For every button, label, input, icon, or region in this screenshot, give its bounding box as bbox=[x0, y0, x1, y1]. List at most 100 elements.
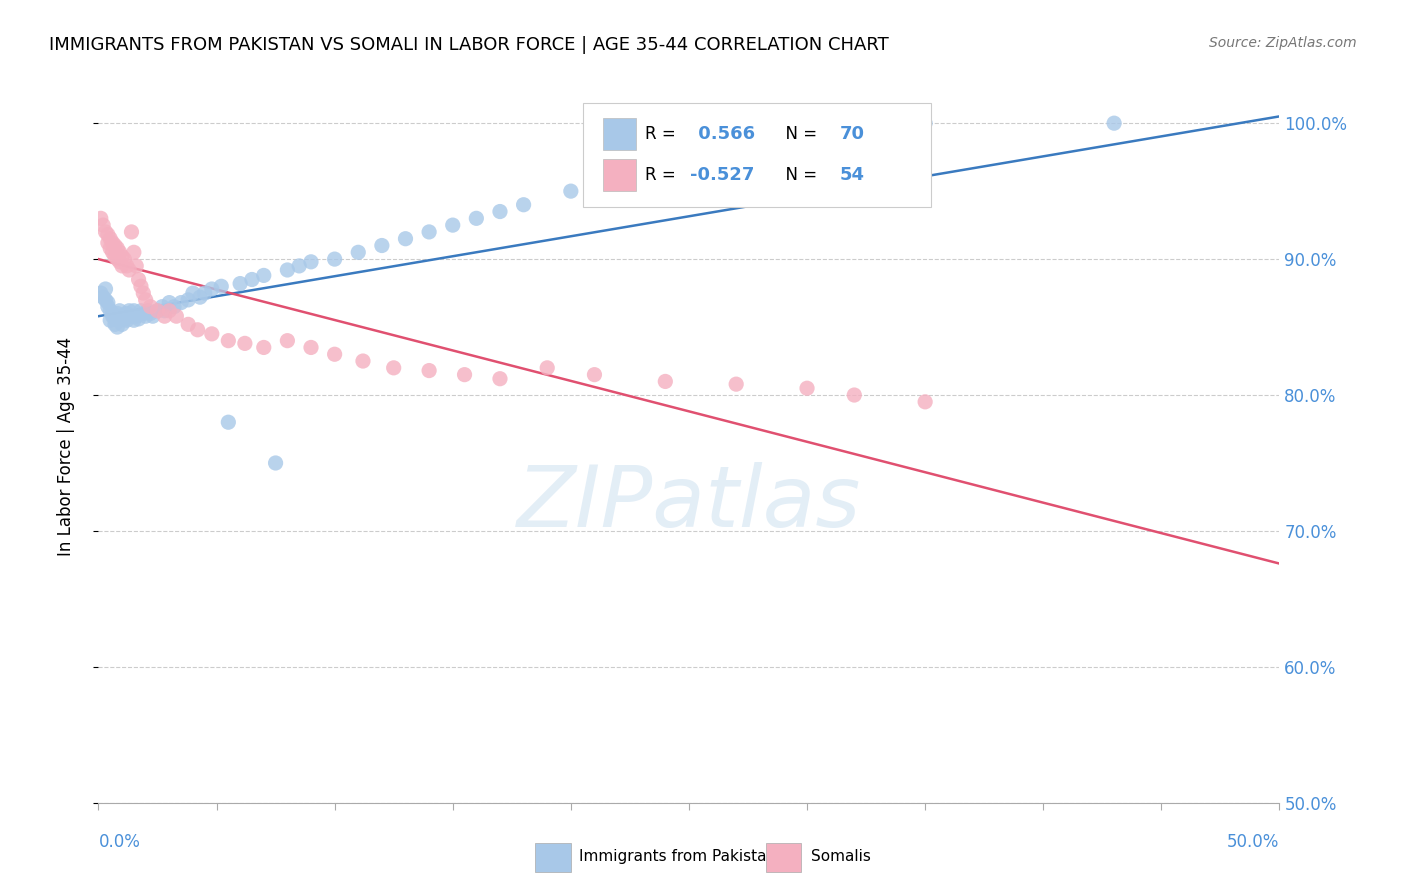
Point bbox=[678, 157, 700, 171]
Point bbox=[583, 170, 606, 185]
Point bbox=[748, 144, 770, 158]
Point bbox=[98, 313, 121, 327]
Point bbox=[201, 282, 224, 296]
Point bbox=[264, 456, 287, 470]
Point bbox=[111, 249, 134, 263]
Text: ZIPatlas: ZIPatlas bbox=[517, 461, 860, 545]
Point bbox=[796, 136, 818, 151]
Point bbox=[101, 306, 124, 320]
Point bbox=[914, 116, 936, 130]
Point bbox=[129, 279, 152, 293]
Point bbox=[1102, 116, 1125, 130]
Text: 0.0%: 0.0% bbox=[98, 833, 141, 851]
Point bbox=[94, 225, 117, 239]
Point bbox=[796, 381, 818, 395]
Point bbox=[98, 303, 121, 318]
Point bbox=[382, 360, 405, 375]
Text: 54: 54 bbox=[841, 166, 865, 184]
Point bbox=[583, 368, 606, 382]
FancyBboxPatch shape bbox=[582, 103, 931, 207]
Point bbox=[142, 309, 165, 323]
Bar bbox=[536, 844, 571, 872]
Point bbox=[125, 259, 148, 273]
Point bbox=[233, 336, 256, 351]
Point bbox=[129, 303, 152, 318]
Point bbox=[146, 303, 169, 318]
Point bbox=[115, 259, 138, 273]
Point bbox=[101, 245, 124, 260]
Point bbox=[165, 309, 187, 323]
Point bbox=[105, 252, 128, 266]
Text: IMMIGRANTS FROM PAKISTAN VS SOMALI IN LABOR FORCE | AGE 35-44 CORRELATION CHART: IMMIGRANTS FROM PAKISTAN VS SOMALI IN LA… bbox=[49, 36, 889, 54]
Bar bbox=[766, 844, 801, 872]
Point bbox=[371, 238, 394, 252]
Point bbox=[170, 295, 193, 310]
Point bbox=[90, 286, 112, 301]
Point bbox=[194, 286, 217, 301]
Point bbox=[121, 225, 143, 239]
Point bbox=[104, 318, 127, 332]
Text: Somalis: Somalis bbox=[811, 849, 870, 863]
Point bbox=[288, 259, 311, 273]
Point bbox=[139, 306, 162, 320]
Point bbox=[1386, 626, 1406, 640]
Text: 0.566: 0.566 bbox=[693, 125, 755, 143]
Point bbox=[118, 303, 141, 318]
Point bbox=[104, 312, 127, 326]
Point bbox=[323, 252, 346, 266]
Point bbox=[105, 306, 128, 320]
Point bbox=[153, 303, 176, 318]
Point bbox=[135, 293, 157, 307]
Point bbox=[91, 290, 114, 304]
Point bbox=[105, 241, 128, 255]
Text: 50.0%: 50.0% bbox=[1227, 833, 1279, 851]
Point bbox=[453, 368, 475, 382]
Point bbox=[108, 303, 131, 318]
Point bbox=[418, 363, 440, 377]
Point bbox=[128, 312, 150, 326]
Text: 70: 70 bbox=[841, 125, 865, 143]
Point bbox=[150, 300, 173, 314]
Point bbox=[654, 375, 676, 389]
Point bbox=[111, 259, 134, 273]
Point bbox=[136, 303, 159, 318]
Point bbox=[512, 198, 534, 212]
Text: -0.527: -0.527 bbox=[690, 166, 755, 184]
Point bbox=[135, 309, 157, 323]
Point bbox=[217, 415, 239, 429]
Point bbox=[177, 293, 200, 307]
Point bbox=[240, 272, 263, 286]
Point bbox=[253, 268, 276, 283]
Point bbox=[101, 309, 124, 323]
Point bbox=[217, 334, 239, 348]
Text: N =: N = bbox=[775, 125, 823, 143]
Point bbox=[122, 303, 145, 318]
Point bbox=[125, 309, 148, 323]
Point bbox=[299, 341, 322, 355]
Point bbox=[299, 255, 322, 269]
Point bbox=[128, 272, 150, 286]
Point bbox=[465, 211, 488, 226]
Point bbox=[157, 303, 180, 318]
Bar bbox=[603, 118, 636, 150]
Point bbox=[153, 309, 176, 323]
Point bbox=[177, 318, 200, 332]
Point bbox=[97, 227, 120, 242]
Point bbox=[253, 341, 276, 355]
Point bbox=[115, 306, 138, 320]
Point bbox=[725, 377, 748, 392]
Point bbox=[209, 279, 232, 293]
Text: R =: R = bbox=[645, 166, 682, 184]
Point bbox=[97, 235, 120, 250]
Point bbox=[98, 232, 121, 246]
Point bbox=[108, 245, 131, 260]
Point bbox=[91, 218, 114, 232]
Point bbox=[323, 347, 346, 361]
Bar bbox=[603, 159, 636, 191]
Point bbox=[560, 184, 582, 198]
Text: N =: N = bbox=[775, 166, 823, 184]
Point bbox=[181, 286, 204, 301]
Point bbox=[844, 388, 866, 402]
Y-axis label: In Labor Force | Age 35-44: In Labor Force | Age 35-44 bbox=[56, 336, 75, 556]
Point bbox=[108, 255, 131, 269]
